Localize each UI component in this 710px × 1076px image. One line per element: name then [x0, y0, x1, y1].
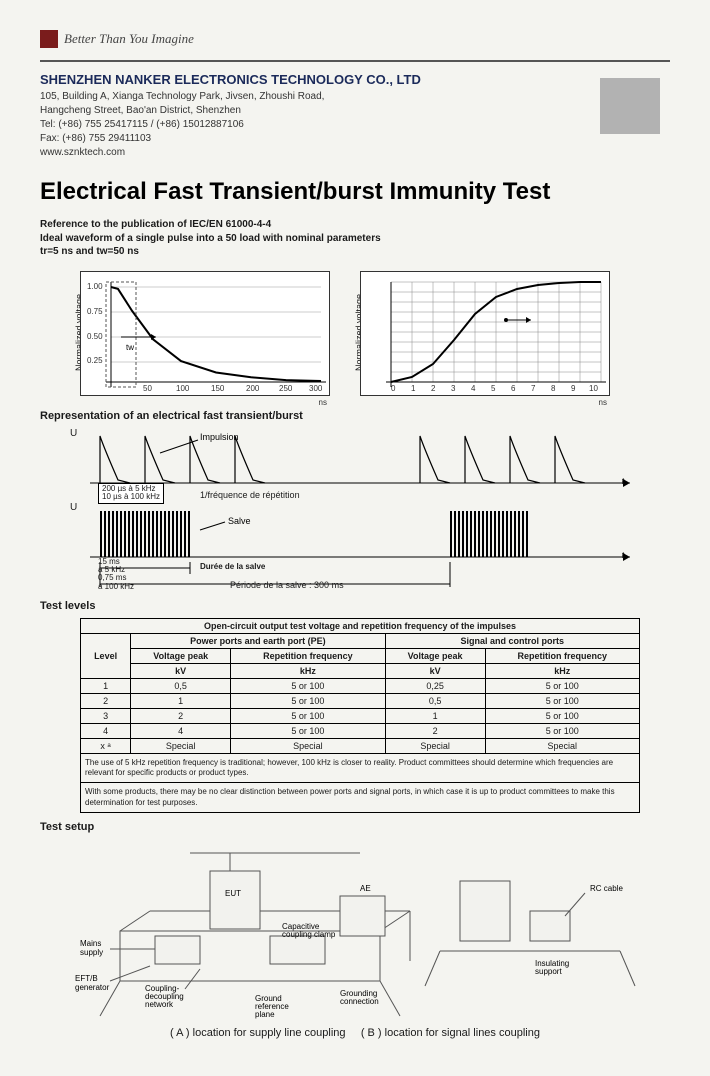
c1-xunit: ns	[319, 398, 327, 407]
subtitle-l3: tr=5 ns and tw=50 ns	[40, 245, 670, 259]
svg-text:EFT/B: EFT/B	[75, 974, 98, 983]
caption-b: ( B ) location for signal lines coupling	[361, 1027, 540, 1039]
address-line-1: 105, Building A, Xianga Technology Park,…	[40, 90, 670, 104]
u-label-2: U	[70, 502, 77, 513]
c1-yt-050: 0.50	[87, 332, 103, 341]
fax: Fax: (+86) 755 29411103	[40, 132, 670, 146]
chart2-rise-waveform: 0 1 2 3 4 5 6 7 8 9 10 ns	[360, 271, 610, 396]
table-row: 445 or 10025 or 100	[81, 723, 640, 738]
svg-text:RC cable: RC cable	[590, 884, 623, 893]
address-line-2: Hangcheng Street, Bao'an District, Shenz…	[40, 104, 670, 118]
svg-text:connection: connection	[340, 997, 379, 1006]
caption-a: ( A ) location for supply line coupling	[170, 1027, 346, 1039]
burst-annot-svg: Salve	[90, 502, 630, 592]
table-row: 10,55 or 1000,255 or 100	[81, 678, 640, 693]
th-kv1: kV	[131, 663, 231, 678]
table-note-1: The use of 5 kHz repetition frequency is…	[80, 754, 640, 784]
svg-text:EUT: EUT	[225, 889, 241, 898]
c2-xt3: 3	[451, 384, 455, 393]
th-khz2: kHz	[485, 663, 639, 678]
svg-text:network: network	[145, 1000, 174, 1009]
svg-text:coupling clamp: coupling clamp	[282, 930, 336, 939]
header-rule	[40, 60, 670, 62]
impulse-train-row: U Impulsion 200 µs à 5 kHz 10 µs à 100 k…	[90, 428, 630, 498]
chart2-svg	[361, 272, 611, 397]
subtitle-l2: Ideal waveform of a single pulse into a …	[40, 232, 670, 246]
c1-xt-200: 200	[246, 384, 259, 393]
subtitle-block: Reference to the publication of IEC/EN 6…	[40, 218, 670, 259]
c2-xt9: 9	[571, 384, 575, 393]
svg-text:AE: AE	[360, 884, 371, 893]
th-vp1: Voltage peak	[131, 648, 231, 663]
rep-freq-label: 1/fréquence de répétition	[200, 490, 300, 500]
th-level: Level	[81, 633, 131, 678]
c1-xt-150: 150	[211, 384, 224, 393]
test-setup-diagram: Mainssupply EFT/Bgenerator Coupling-deco…	[60, 841, 660, 1021]
table-note-2: With some products, there may be no clea…	[80, 783, 640, 813]
chart1-svg: tw	[81, 272, 331, 397]
svg-text:plane: plane	[255, 1010, 275, 1019]
c2-xt7: 7	[531, 384, 535, 393]
c2-xt2: 2	[431, 384, 435, 393]
c1-xt-300: 300	[309, 384, 322, 393]
c1-xt-50: 50	[143, 384, 152, 393]
c2-xt4: 4	[471, 384, 475, 393]
website: www.sznktech.com	[40, 146, 670, 160]
setup-svg: Mainssupply EFT/Bgenerator Coupling-deco…	[60, 841, 660, 1021]
telephone: Tel: (+86) 755 25417115 / (+86) 15012887…	[40, 118, 670, 132]
th-kv2: kV	[385, 663, 485, 678]
svg-text:Salve: Salve	[228, 516, 251, 526]
company-name: SHENZHEN NANKER ELECTRONICS TECHNOLOGY C…	[40, 72, 670, 87]
th-vp2: Voltage peak	[385, 648, 485, 663]
c2-xt10: 10	[589, 384, 598, 393]
svg-text:support: support	[535, 967, 562, 976]
test-setup-label: Test setup	[40, 821, 670, 833]
c1-xt-100: 100	[176, 384, 189, 393]
burst-timing-text: 15 ms à 5 kHz 0,75 ms à 100 kHz	[98, 558, 134, 592]
c2-xt8: 8	[551, 384, 555, 393]
th-rf1: Repetition frequency	[231, 648, 385, 663]
test-levels-table: Open-circuit output test voltage and rep…	[80, 618, 640, 754]
svg-text:supply: supply	[80, 948, 103, 957]
subtitle-l1: Reference to the publication of IEC/EN 6…	[40, 218, 670, 232]
c1-yt-100: 1.00	[87, 282, 103, 291]
c1-xt-250: 250	[279, 384, 292, 393]
table-row: x ᵃSpecialSpecialSpecialSpecial	[81, 738, 640, 753]
c2-xt5: 5	[491, 384, 495, 393]
c1-yt-025: 0.25	[87, 356, 103, 365]
impulse-diagram: U Impulsion 200 µs à 5 kHz 10 µs à 100 k…	[90, 428, 630, 592]
th-group1: Power ports and earth port (PE)	[131, 633, 385, 648]
waveform-charts-row: Normalized voltage tw 1.00 0.75 0.50 0.2…	[80, 271, 670, 396]
c2-xt1: 1	[411, 384, 415, 393]
table-row: 215 or 1000,55 or 100	[81, 693, 640, 708]
header-photo-placeholder	[600, 78, 660, 134]
burst-period: Période de la salve : 300 ms	[230, 580, 344, 590]
logo-square	[40, 30, 58, 48]
page-title: Electrical Fast Transient/burst Immunity…	[40, 178, 670, 206]
burst-duration: Durée de la salve	[200, 562, 265, 571]
th-group2: Signal and control ports	[385, 633, 639, 648]
table-caption: Open-circuit output test voltage and rep…	[81, 618, 640, 633]
representation-label: Representation of an electrical fast tra…	[40, 410, 670, 422]
c2-xt6: 6	[511, 384, 515, 393]
c2-xunit: ns	[599, 398, 607, 407]
svg-text:tw: tw	[126, 343, 134, 352]
test-levels-label: Test levels	[40, 600, 670, 612]
c1-yt-075: 0.75	[87, 307, 103, 316]
header-stripe: Better Than You Imagine	[40, 30, 670, 48]
th-rf2: Repetition frequency	[485, 648, 639, 663]
c2-xt0: 0	[391, 384, 395, 393]
svg-text:generator: generator	[75, 983, 110, 992]
table-row: 325 or 10015 or 100	[81, 708, 640, 723]
impulse-train-svg: Impulsion	[90, 428, 630, 498]
u-label-1: U	[70, 428, 77, 439]
chart1-decay-waveform: tw 1.00 0.75 0.50 0.25 50 100 150 200 25…	[80, 271, 330, 396]
company-block: SHENZHEN NANKER ELECTRONICS TECHNOLOGY C…	[40, 72, 670, 160]
tagline: Better Than You Imagine	[64, 31, 194, 47]
impulsion-text: Impulsion	[200, 432, 239, 442]
burst-train-row: U Salve 15 ms à 5 kHz 0,75 ms à 100 kHz …	[90, 502, 630, 592]
svg-text:Mains: Mains	[80, 939, 101, 948]
th-khz1: kHz	[231, 663, 385, 678]
setup-caption: ( A ) location for supply line coupling …	[40, 1027, 670, 1039]
